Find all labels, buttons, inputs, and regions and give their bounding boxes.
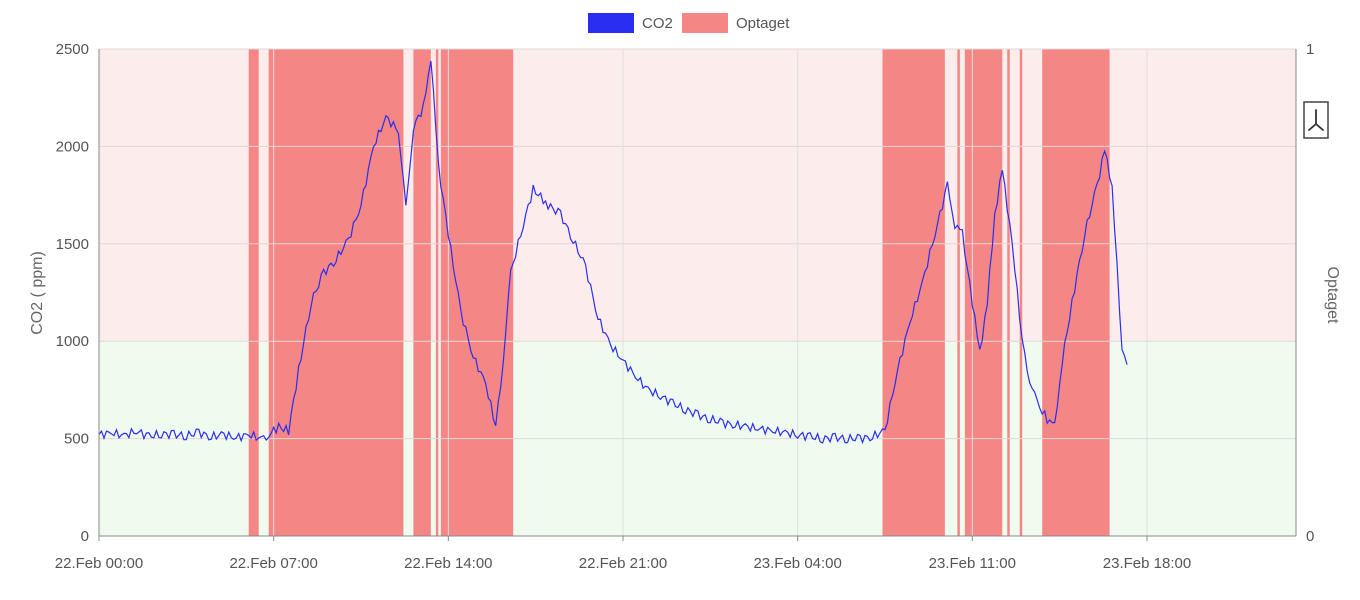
occupancy-bar-4 <box>440 49 514 536</box>
x-tick-label-5: 23.Feb 11:00 <box>929 555 1016 572</box>
occupancy-bar-9 <box>1019 49 1023 536</box>
legend-swatch-co2 <box>588 13 634 33</box>
x-tick-label-2: 22.Feb 14:00 <box>404 555 492 572</box>
y-tick-label-right-0: 0 <box>1306 528 1314 545</box>
occupancy-series <box>248 49 1110 536</box>
occupancy-bar-2 <box>413 49 431 536</box>
y-tick-label-right-1: 1 <box>1306 41 1314 58</box>
pdf-icon <box>1308 109 1324 131</box>
y-tick-label-left-3: 1500 <box>56 236 89 253</box>
x-tick-label-3: 22.Feb 21:00 <box>579 555 667 572</box>
occupancy-bar-3 <box>435 49 439 536</box>
axes: 0 500 1000 1500 2000 2500 0 1 22.Feb 00:00 22.Feb… <box>55 41 1315 572</box>
occupancy-bar-8 <box>1007 49 1010 536</box>
pdf-export-button[interactable] <box>1303 101 1329 139</box>
y-tick-label-left-2: 1000 <box>56 333 89 350</box>
x-tick-label-1: 22.Feb 07:00 <box>229 555 317 572</box>
co2-line <box>98 60 1128 445</box>
y-tick-label-left-1: 500 <box>64 431 89 448</box>
occupancy-bar-5 <box>882 49 945 536</box>
co2-series <box>98 60 1128 445</box>
x-tick-label-4: 23.Feb 04:00 <box>753 555 841 572</box>
y-axis-title-left: CO2 ( ppm) <box>29 251 46 335</box>
x-tick-label-6: 23.Feb 18:00 <box>1103 555 1191 572</box>
y-tick-label-left-4: 2000 <box>56 138 89 155</box>
axis-titles: CO2 ( ppm) Optaget <box>29 251 1341 335</box>
legend-swatch-optaget <box>682 13 728 33</box>
occupancy-bar-6 <box>957 49 960 536</box>
legend: CO2 Optaget <box>588 13 790 33</box>
y-tick-label-left-5: 2500 <box>56 41 89 58</box>
occupancy-bar-0 <box>248 49 259 536</box>
y-tick-label-left-0: 0 <box>81 528 89 545</box>
legend-label-co2: CO2 <box>642 15 673 32</box>
y-axis-title-right: Optaget <box>1324 267 1341 324</box>
legend-label-optaget: Optaget <box>736 15 790 32</box>
occupancy-bar-10 <box>1042 49 1110 536</box>
occupancy-bar-1 <box>268 49 404 536</box>
x-tick-label-0: 22.Feb 00:00 <box>55 555 143 572</box>
